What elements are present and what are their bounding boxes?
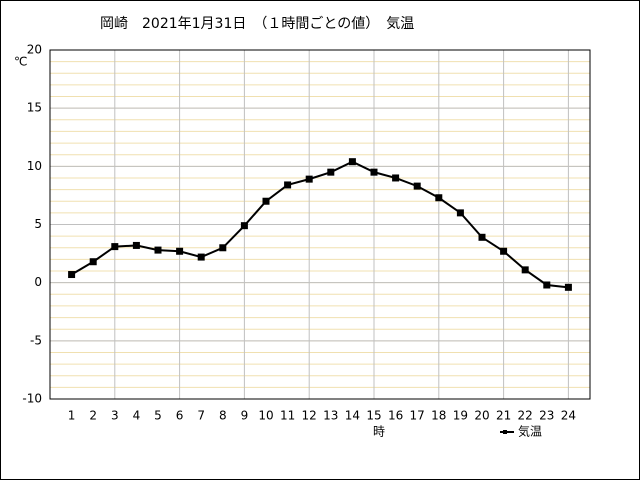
point [68, 271, 76, 279]
point [176, 247, 184, 255]
point [521, 266, 529, 274]
point [111, 243, 119, 251]
plot-border [49, 49, 591, 400]
point [284, 181, 292, 189]
point [413, 182, 421, 190]
x-tick-label: 20 [474, 409, 489, 423]
y-axis-label: ℃ [14, 55, 27, 69]
x-tick-label: 11 [280, 409, 295, 423]
point [219, 244, 227, 252]
y-tick-label: 10 [27, 159, 42, 173]
point [240, 222, 248, 230]
point [305, 175, 313, 183]
x-tick-label: 22 [518, 409, 533, 423]
y-tick-label: -10 [22, 392, 42, 406]
point [370, 168, 378, 176]
y-tick-label: 15 [27, 101, 42, 115]
x-tick-label: 18 [431, 409, 446, 423]
x-tick-label: 4 [133, 409, 141, 423]
x-tick-label: 9 [241, 409, 249, 423]
point [543, 281, 551, 289]
x-tick-label: 12 [302, 409, 317, 423]
x-tick-label: 6 [176, 409, 184, 423]
y-tick-label: 5 [34, 217, 42, 231]
x-tick-label: 7 [197, 409, 205, 423]
point [154, 246, 162, 254]
x-tick-label: 19 [453, 409, 468, 423]
point [500, 247, 508, 255]
point [564, 283, 572, 291]
x-tick-label: 2 [89, 409, 97, 423]
series-line [71, 160, 569, 289]
x-tick-label: 16 [388, 409, 403, 423]
y-tick-label: 20 [27, 43, 42, 57]
y-tick-label: 0 [34, 275, 42, 289]
x-tick-label: 24 [561, 409, 576, 423]
point [435, 194, 443, 202]
point [262, 197, 270, 205]
point [197, 253, 205, 261]
x-tick-label: 17 [410, 409, 425, 423]
x-tick-label: 8 [219, 409, 227, 423]
x-tick-label: 14 [345, 409, 360, 423]
point [392, 174, 400, 182]
x-tick-label: 13 [323, 409, 338, 423]
legend-label: 気温 [518, 424, 542, 439]
x-tick-label: 5 [154, 409, 162, 423]
point [478, 233, 486, 241]
x-tick-label: 15 [366, 409, 381, 423]
x-tick-label: 23 [539, 409, 554, 423]
point [456, 209, 464, 217]
x-tick-label: 10 [258, 409, 273, 423]
y-tick-label: -5 [30, 333, 42, 347]
point [132, 241, 140, 249]
x-tick-label: 1 [68, 409, 76, 423]
point [327, 168, 335, 176]
x-axis-label: 時 [373, 425, 385, 439]
point [89, 258, 97, 266]
chart-title: 岡崎 2021年1月31日 （１時間ごとの値） 気温 [100, 16, 414, 32]
x-tick-label: 21 [496, 409, 511, 423]
x-tick-label: 3 [111, 409, 119, 423]
point [348, 158, 356, 166]
legend-marker [503, 430, 507, 434]
